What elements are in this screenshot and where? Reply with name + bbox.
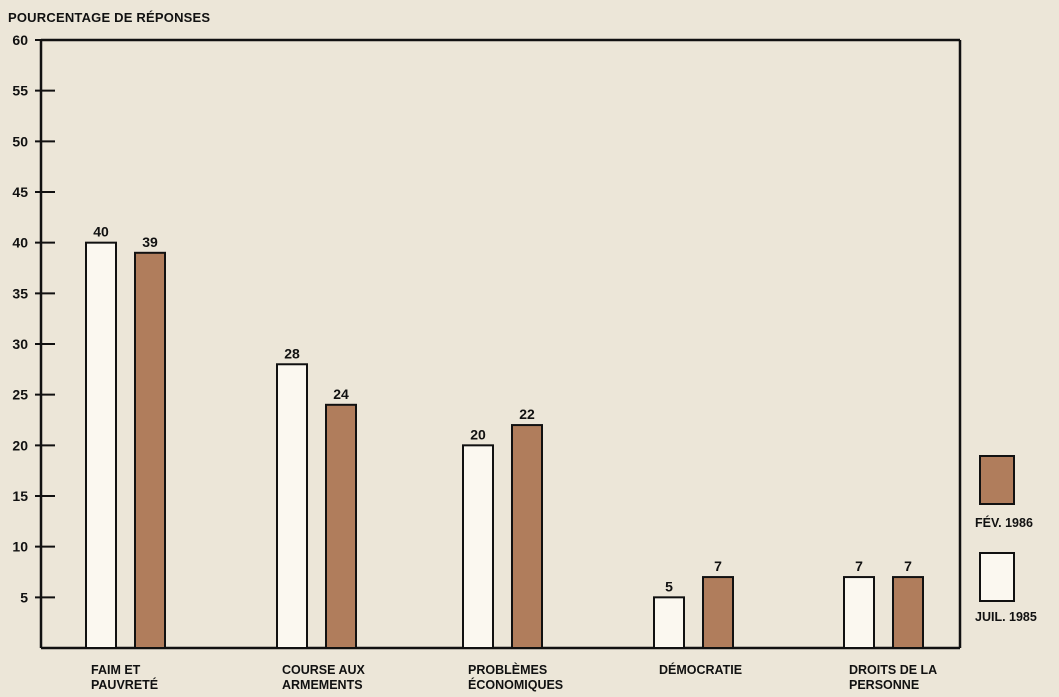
bar-juil-1985 xyxy=(276,363,308,649)
y-tick-label: 35 xyxy=(12,285,28,301)
y-axis-ticks: 5 10 15 20 25 30 35 40 45 50 55 60 xyxy=(12,32,55,605)
bar-value-label: 7 xyxy=(904,558,912,574)
y-tick-label: 10 xyxy=(12,539,28,555)
category-label: ARMEMENTS xyxy=(282,678,363,692)
y-tick-label: 55 xyxy=(12,83,28,99)
y-tick-label: 15 xyxy=(12,488,28,504)
bar-value-label: 24 xyxy=(333,386,349,402)
category-label: FAIM ET xyxy=(91,663,141,677)
bar-value-label: 39 xyxy=(142,234,158,250)
bar-juil-1985 xyxy=(462,444,494,650)
bar-groups: 40 39 28 24 20 22 5 7 7 7 xyxy=(85,224,924,650)
bar-fev-1986 xyxy=(134,251,166,650)
bar-value-label: 7 xyxy=(714,558,722,574)
bar-juil-1985 xyxy=(653,596,685,649)
y-axis-label: POURCENTAGE DE RÉPONSES xyxy=(8,10,210,25)
bar-fev-1986 xyxy=(511,424,543,650)
legend: FÉV. 1986 JUIL. 1985 xyxy=(975,455,1037,624)
bar-fev-1986 xyxy=(892,576,924,649)
category-label: PAUVRETÉ xyxy=(91,677,158,692)
y-tick-label: 50 xyxy=(12,133,28,149)
y-tick-label: 5 xyxy=(20,589,28,605)
y-tick-label: 45 xyxy=(12,184,28,200)
y-tick-label: 20 xyxy=(12,437,28,453)
bar-value-label: 5 xyxy=(665,578,673,594)
bar-value-label: 28 xyxy=(284,345,300,361)
y-tick-label: 40 xyxy=(12,235,28,251)
y-tick-label: 30 xyxy=(12,336,28,352)
category-label: DROITS DE LA xyxy=(849,663,937,677)
bar-value-label: 40 xyxy=(93,224,109,240)
legend-label-fev-1986: FÉV. 1986 xyxy=(975,515,1033,530)
legend-label-juil-1985: JUIL. 1985 xyxy=(975,610,1037,624)
bar-value-label: 20 xyxy=(470,426,486,442)
category-label: PERSONNE xyxy=(849,678,919,692)
legend-swatch-juil-1985 xyxy=(979,552,1015,602)
bar-juil-1985 xyxy=(85,241,117,650)
category-label: COURSE AUX xyxy=(282,663,366,677)
bar-value-label: 7 xyxy=(855,558,863,574)
legend-swatch-fev-1986 xyxy=(979,455,1015,505)
bar-fev-1986 xyxy=(325,403,357,649)
bar-value-label: 22 xyxy=(519,406,535,422)
y-tick-label: 25 xyxy=(12,387,28,403)
bar-fev-1986 xyxy=(702,576,734,649)
category-label: DÉMOCRATIE xyxy=(659,662,742,677)
category-label: PROBLÈMES xyxy=(468,662,547,677)
y-tick-label: 60 xyxy=(12,32,28,48)
category-label: ÉCONOMIQUES xyxy=(468,677,563,692)
bar-juil-1985 xyxy=(843,576,875,649)
